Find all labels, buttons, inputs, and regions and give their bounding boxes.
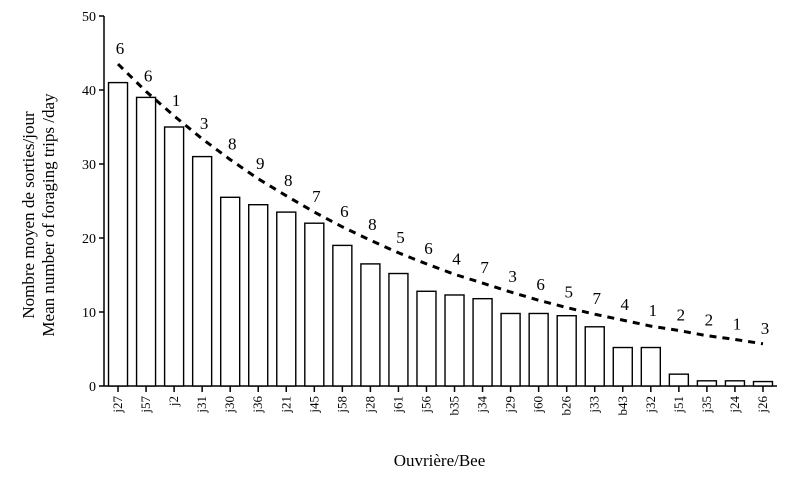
bar (163, 126, 185, 387)
bar-count-label: 7 (480, 258, 489, 277)
x-tick-label: j58 (334, 396, 349, 414)
bar (276, 211, 297, 387)
x-tick-label: j29 (503, 396, 518, 414)
bar-count-label: 5 (396, 228, 405, 247)
x-tick-label: j34 (475, 396, 490, 414)
y-axis-title-line: Mean number of foraging trips /day (39, 93, 58, 337)
bar-count-label: 3 (508, 267, 517, 286)
bar (360, 263, 381, 387)
bars (107, 81, 774, 387)
bar (724, 380, 746, 387)
y-tick-label: 50 (82, 10, 96, 25)
x-tick-label: j24 (727, 396, 742, 414)
bar (304, 222, 325, 387)
bar-count-label: 5 (564, 283, 573, 302)
x-tick-label: j21 (278, 396, 293, 414)
bar (191, 155, 213, 387)
y-axis-title: Nombre moyen de sorties/jour Mean number … (19, 93, 58, 337)
x-tick-label: j36 (250, 396, 265, 414)
bar-count-label: 6 (424, 239, 433, 258)
y-tick-label: 20 (82, 232, 96, 247)
x-tick-label: j57 (138, 396, 153, 414)
bar (528, 312, 549, 387)
bar (107, 81, 129, 387)
bar-count-label: 3 (200, 114, 209, 133)
bar-count-label: 6 (116, 39, 125, 58)
x-tick-label: j33 (587, 396, 602, 414)
x-tick-label: b35 (447, 396, 462, 416)
bar (696, 380, 718, 387)
bar (584, 326, 605, 387)
bar (640, 346, 662, 387)
bar (668, 373, 690, 387)
y-tick-label: 30 (82, 158, 96, 173)
bar (332, 244, 353, 387)
x-tick-label: j26 (755, 396, 770, 414)
bar-count-label: 6 (536, 275, 545, 294)
bar (556, 315, 577, 387)
bar-count-label: 7 (592, 289, 601, 308)
x-tick-label: j28 (362, 396, 377, 414)
bar (219, 196, 241, 387)
axes: 0 10 20 30 40 50 j27 j57 j2 j31 j30 j36 j21 j45 j58 j28… (82, 10, 777, 416)
bar-count-label: 1 (172, 91, 181, 110)
bar-count-label: 7 (312, 187, 321, 206)
bar-count-label: 4 (621, 295, 630, 314)
bar-count-label: 2 (677, 306, 686, 325)
bar (444, 294, 465, 387)
bar-count-label: 8 (228, 135, 237, 154)
x-tick-label: j56 (418, 396, 433, 414)
y-axis-title-line: Nombre moyen de sorties/jour (19, 111, 38, 319)
bar-count-label: 3 (761, 319, 770, 338)
trend-line (116, 63, 764, 346)
x-tick-label: j32 (643, 396, 658, 414)
x-tick-label: j35 (699, 396, 714, 414)
x-tick-label: b43 (615, 396, 630, 416)
bar-count-label: 8 (368, 215, 377, 234)
x-tick-label: j45 (306, 396, 321, 414)
x-axis-title: Ouvrière/Bee (394, 451, 486, 470)
x-tick-label: j2 (166, 396, 181, 407)
bar-count-label: 8 (284, 171, 293, 190)
bar-count-label: 6 (144, 66, 153, 85)
bar (388, 272, 409, 387)
bar-count-label: 4 (452, 249, 461, 268)
x-tick-label: j60 (531, 396, 546, 414)
y-tick-label: 40 (82, 84, 96, 99)
bar (135, 96, 157, 387)
bar (248, 203, 269, 387)
bar-count-label: 2 (705, 311, 714, 330)
x-tick-label: j61 (390, 396, 405, 414)
y-tick-label: 10 (82, 306, 96, 321)
bar (472, 297, 493, 387)
bar (612, 346, 633, 387)
bar (416, 290, 437, 387)
bar-count-label: 6 (340, 202, 349, 221)
x-tick-label: b26 (559, 396, 574, 416)
x-tick-label: j51 (671, 396, 686, 414)
bar-count-label: 1 (733, 314, 742, 333)
bar-count-label: 1 (649, 301, 658, 320)
x-tick-label: j27 (110, 396, 125, 414)
x-tick-label: j30 (222, 396, 237, 414)
bar (500, 312, 521, 387)
x-tick-label: j31 (194, 396, 209, 414)
y-tick-label: 0 (89, 380, 96, 395)
bar (752, 380, 774, 387)
bar-count-label: 9 (256, 154, 265, 173)
